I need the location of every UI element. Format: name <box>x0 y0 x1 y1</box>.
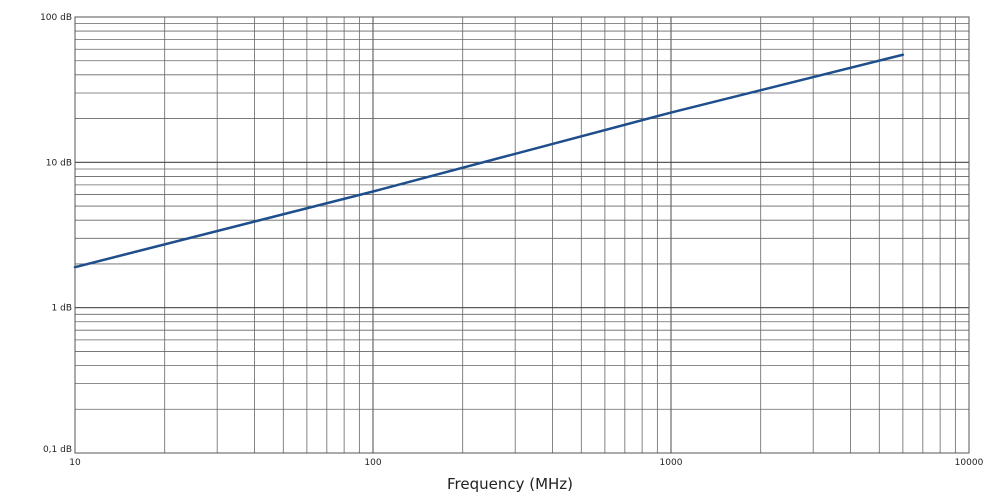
x-tick-labels: 10 100 1000 10000 <box>69 458 983 468</box>
series-line-1 <box>73 53 905 269</box>
grid-lines <box>74 16 970 454</box>
series-layer <box>73 53 905 269</box>
y-tick-label: 10 dB <box>46 158 72 168</box>
x-axis-title: Frequency (MHz) <box>447 475 573 493</box>
x-tick-label: 1000 <box>660 458 683 468</box>
x-tick-label: 10000 <box>955 458 984 468</box>
y-tick-label: 1 dB <box>52 304 72 314</box>
x-tick-label: 100 <box>364 458 381 468</box>
y-tick-label: 0,1 dB <box>43 445 72 455</box>
plot-frame <box>74 16 970 454</box>
y-tick-labels: 0,1 dB 1 dB 10 dB 100 dB <box>40 13 72 455</box>
y-tick-label: 100 dB <box>40 13 72 23</box>
x-tick-label: 10 <box>69 458 81 468</box>
